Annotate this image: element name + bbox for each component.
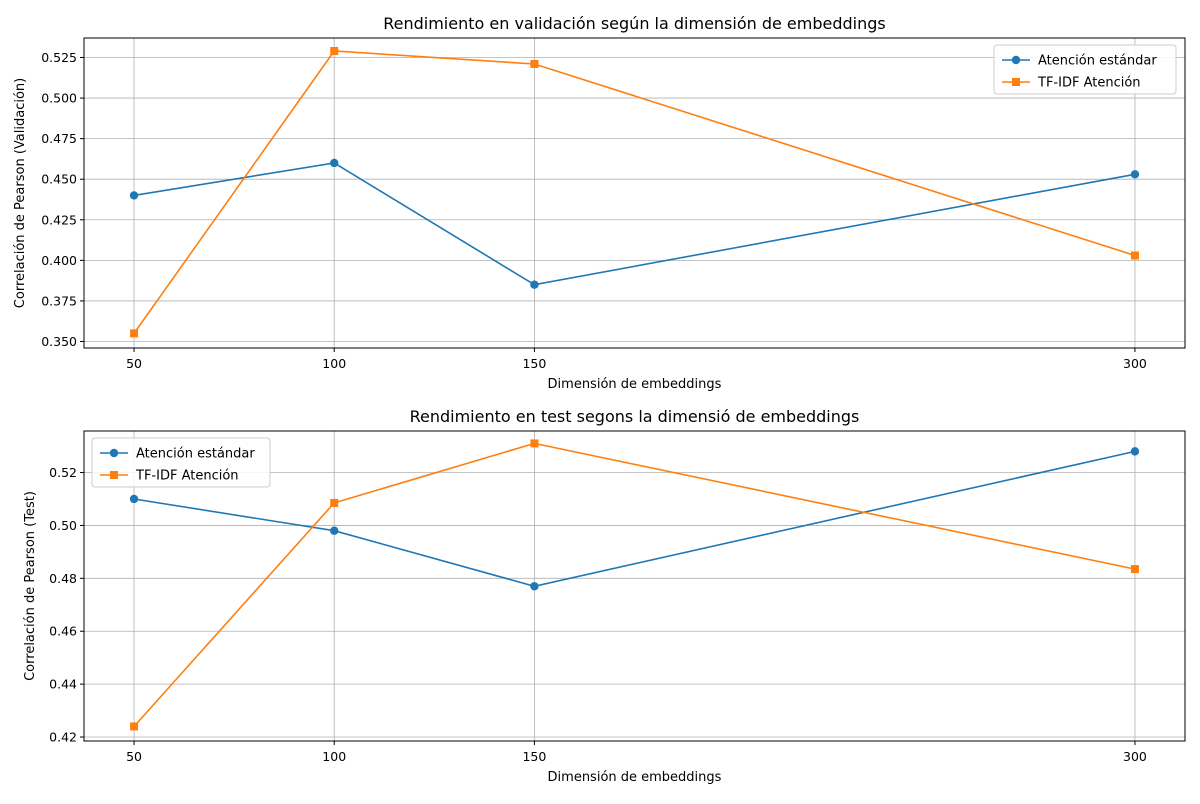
chart-panel-1: 50 100 150 300 0.350 0.375 0.400 0.425 0.450 0.47… bbox=[13, 14, 1186, 392]
data-point bbox=[330, 526, 339, 535]
chart-title: Rendimiento en validación según la dimen… bbox=[383, 14, 886, 33]
y-tick-label: 0.46 bbox=[49, 624, 77, 639]
x-tick-label: 50 bbox=[126, 749, 142, 764]
y-tick-label: 0.48 bbox=[49, 571, 77, 586]
y-axis-label: Correlación de Pearson (Test) bbox=[23, 491, 38, 681]
data-point bbox=[1130, 251, 1139, 260]
data-point bbox=[330, 158, 339, 168]
y-tick-label: 0.52 bbox=[49, 465, 77, 480]
series-line-2 bbox=[133, 442, 1136, 728]
y-tick-label: 0.350 bbox=[41, 334, 77, 349]
legend-box bbox=[993, 44, 1177, 95]
y-tick-label: 0.375 bbox=[41, 293, 77, 308]
data-point bbox=[1130, 170, 1140, 179]
series-line-1 bbox=[133, 450, 1136, 588]
legend: Atención estándar TF-IDF Atención bbox=[993, 44, 1177, 95]
x-tick-label: 300 bbox=[1123, 356, 1147, 371]
data-point bbox=[1130, 447, 1140, 456]
legend-label: Atención estándar bbox=[136, 447, 255, 462]
y-tick-label: 0.42 bbox=[49, 730, 77, 745]
series-line-1 bbox=[133, 162, 1136, 286]
data-point bbox=[530, 59, 539, 68]
data-point bbox=[530, 439, 539, 448]
data-point bbox=[129, 494, 139, 504]
x-tick-label: 100 bbox=[322, 749, 346, 764]
y-tick-label: 0.525 bbox=[41, 50, 77, 65]
data-point bbox=[530, 582, 539, 591]
chart-panel-2: 50 100 150 300 0.42 0.44 0.46 0.48 0.50 0.52 Rendi… bbox=[23, 407, 1186, 785]
y-tick-label: 0.475 bbox=[41, 131, 77, 146]
data-point bbox=[330, 498, 339, 507]
y-tick-label: 0.500 bbox=[41, 91, 77, 106]
y-tick-label: 0.425 bbox=[41, 212, 77, 227]
legend: Atención estándar TF-IDF Atención bbox=[91, 437, 271, 488]
x-tick-label: 50 bbox=[126, 356, 142, 371]
legend-marker bbox=[110, 471, 118, 479]
chart-title: Rendimiento en test segons la dimensió d… bbox=[410, 407, 860, 426]
plot-frame bbox=[83, 430, 1186, 742]
legend-marker bbox=[109, 448, 119, 458]
y-tick-label: 0.450 bbox=[41, 172, 77, 187]
legend-label: TF-IDF Atención bbox=[135, 469, 239, 484]
x-tick-label: 300 bbox=[1123, 749, 1147, 764]
legend-box bbox=[91, 437, 271, 488]
legend-marker bbox=[1012, 78, 1020, 86]
y-tick-label: 0.50 bbox=[49, 518, 77, 533]
data-point bbox=[130, 722, 139, 731]
legend-label: Atención estándar bbox=[1038, 54, 1157, 69]
series-line-2 bbox=[133, 50, 1136, 334]
x-tick-label: 100 bbox=[322, 356, 346, 371]
y-axis-label: Correlación de Pearson (Validación) bbox=[13, 78, 28, 308]
x-tick-label: 150 bbox=[522, 356, 546, 371]
data-point bbox=[1130, 565, 1139, 574]
data-point bbox=[129, 191, 139, 200]
data-point bbox=[330, 46, 339, 55]
y-tick-label: 0.400 bbox=[41, 253, 77, 268]
data-point bbox=[130, 329, 139, 338]
data-point bbox=[530, 280, 539, 289]
x-axis-label: Dimensión de embeddings bbox=[548, 377, 722, 392]
legend-label: TF-IDF Atención bbox=[1037, 76, 1141, 91]
x-axis-label: Dimensión de embeddings bbox=[548, 770, 722, 785]
legend-marker bbox=[1011, 55, 1021, 65]
x-tick-label: 150 bbox=[522, 749, 546, 764]
y-tick-label: 0.44 bbox=[49, 677, 77, 692]
plot-frame bbox=[83, 37, 1186, 349]
